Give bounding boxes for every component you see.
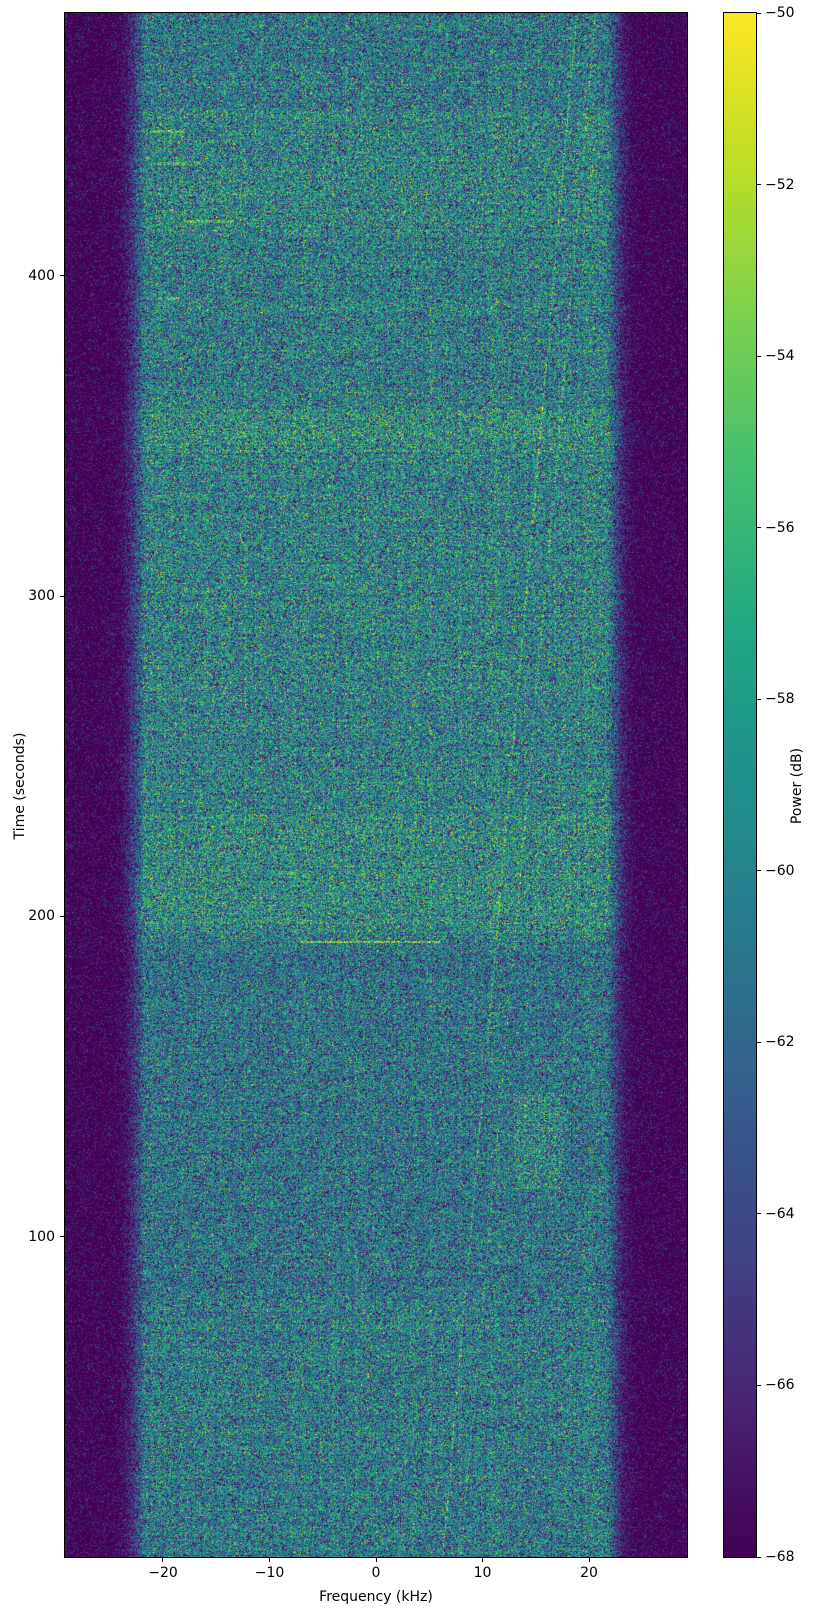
colorbar-tick-label: −62	[765, 1034, 795, 1051]
colorbar-tick	[757, 527, 761, 529]
y-tick-label: 100	[28, 1228, 55, 1245]
spectrogram-canvas	[65, 13, 687, 1557]
colorbar-canvas	[724, 13, 756, 1557]
colorbar-tick	[757, 1556, 761, 1558]
y-tick	[60, 915, 64, 917]
y-tick	[60, 595, 64, 597]
x-tick-label: 0	[371, 1565, 381, 1581]
plot-area	[64, 12, 688, 1558]
x-tick	[268, 1558, 270, 1562]
colorbar-label: Power (dB)	[789, 726, 805, 846]
x-tick-label: −10	[254, 1565, 285, 1581]
colorbar-tick-label: −66	[765, 1377, 795, 1394]
colorbar-tick	[757, 1041, 761, 1043]
y-tick	[60, 1236, 64, 1238]
colorbar-tick-label: −64	[765, 1205, 795, 1222]
colorbar-tick-label: −54	[765, 348, 795, 365]
y-tick-label: 300	[28, 588, 55, 604]
x-tick	[375, 1558, 377, 1562]
colorbar-label-text: Power (dB)	[789, 747, 805, 825]
x-tick-label: 10	[473, 1565, 492, 1581]
x-tick-label: −20	[148, 1565, 178, 1581]
colorbar-tick-label: −56	[765, 519, 795, 536]
y-axis-label-text: Time (seconds)	[12, 732, 28, 840]
x-tick-label: 20	[580, 1565, 598, 1581]
y-axis-label: Time (seconds)	[12, 726, 28, 846]
x-tick	[162, 1558, 164, 1562]
y-tick-label: 200	[28, 908, 55, 925]
colorbar-tick-label: −52	[765, 176, 795, 193]
colorbar-tick-label: −50	[765, 5, 795, 21]
colorbar-tick	[757, 1213, 761, 1215]
colorbar-tick	[757, 184, 761, 186]
x-axis-label: Frequency (kHz)	[319, 1589, 433, 1605]
colorbar-tick	[757, 355, 761, 357]
colorbar	[723, 12, 757, 1558]
colorbar-tick-label: −68	[765, 1549, 795, 1565]
x-tick	[482, 1558, 483, 1562]
y-tick-label: 400	[28, 267, 55, 284]
colorbar-tick-label: −60	[765, 862, 795, 879]
y-tick	[60, 275, 64, 277]
colorbar-tick-label: −58	[765, 691, 795, 708]
colorbar-tick	[757, 12, 761, 14]
colorbar-tick	[757, 698, 761, 700]
x-tick	[588, 1558, 590, 1562]
colorbar-tick	[757, 1384, 761, 1386]
colorbar-tick	[757, 870, 761, 872]
